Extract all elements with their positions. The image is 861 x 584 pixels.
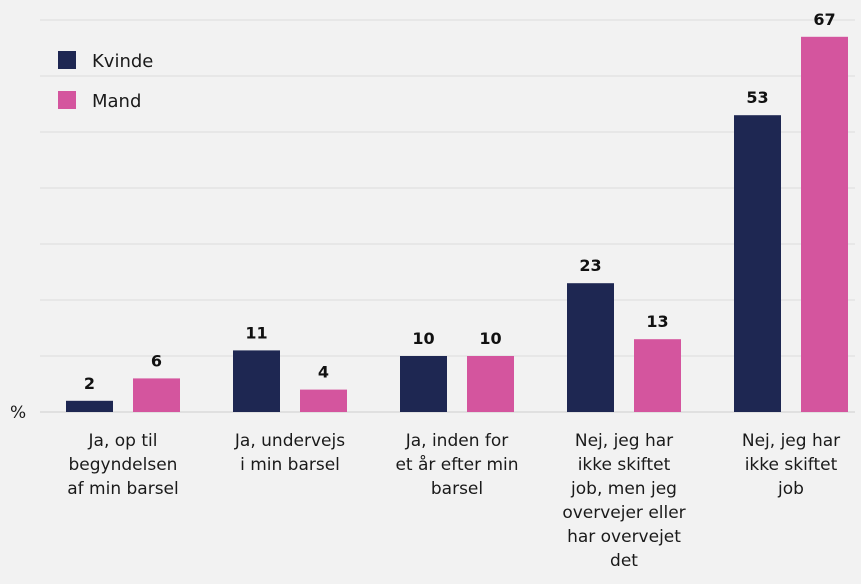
bar-value-labels: 2 6 11 4 10 10 23 13 53 67: [84, 10, 836, 393]
category-label: Ja, op til begyndelsen af min barsel: [67, 431, 179, 499]
gridlines: [40, 19, 855, 413]
bar-mand: [133, 378, 180, 412]
bar-value-label: 10: [412, 329, 434, 348]
category-label: Nej, jeg har ikke skiftet job, men jeg over…: [562, 431, 685, 571]
category-label: Ja, undervejs i min barsel: [234, 431, 345, 475]
category-labels: Ja, op til begyndelsen af min barsel Ja, un…: [67, 431, 840, 571]
bar-kvinde: [66, 400, 113, 412]
bar-value-label: 11: [245, 323, 267, 342]
bars: [66, 36, 848, 413]
legend-swatch-kvinde: [58, 51, 76, 69]
bar-value-label: 53: [746, 88, 768, 107]
bar-mand: [634, 339, 681, 412]
bar-value-label: 67: [813, 10, 835, 29]
bar-mand: [801, 36, 848, 413]
category-label: Ja, inden for et år efter min barsel: [395, 431, 518, 499]
y-axis-unit: %: [10, 403, 26, 423]
bar-value-label: 4: [318, 363, 329, 382]
bar-value-label: 13: [646, 312, 668, 331]
bar-value-label: 2: [84, 374, 95, 393]
bar-kvinde: [400, 356, 447, 412]
bar-value-label: 23: [579, 256, 601, 275]
bar-value-label: 10: [479, 329, 501, 348]
legend: Kvinde Mand: [58, 51, 153, 112]
bar-mand: [300, 389, 347, 412]
bar-kvinde: [567, 283, 614, 412]
bar-kvinde: [233, 350, 280, 412]
legend-swatch-mand: [58, 91, 76, 109]
category-label: Nej, jeg har ikke skiftet job: [742, 431, 840, 499]
legend-label-kvinde: Kvinde: [92, 51, 153, 72]
bar-kvinde: [734, 115, 781, 412]
legend-label-mand: Mand: [92, 91, 141, 112]
bar-mand: [467, 356, 514, 412]
bar-value-label: 6: [151, 351, 162, 370]
